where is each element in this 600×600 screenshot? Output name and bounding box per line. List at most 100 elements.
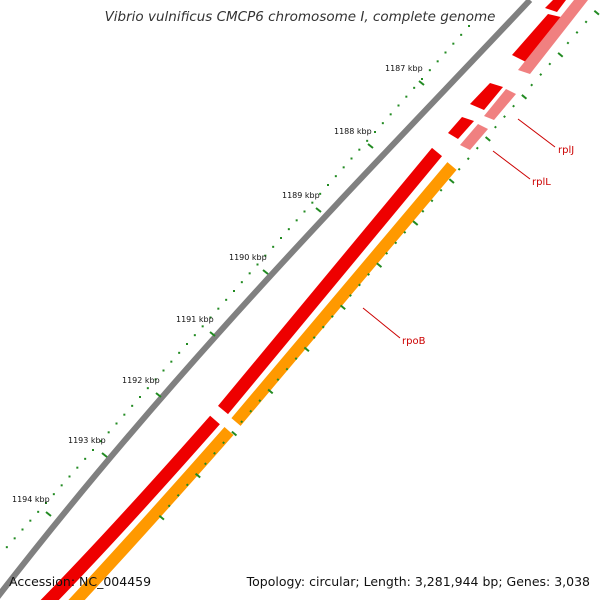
inner-tick-dot [475, 146, 479, 150]
outer-tick-dot [248, 272, 251, 275]
inner-tick-dot [339, 304, 346, 310]
outer-tick-dot [350, 157, 353, 160]
outer-tick-dot [389, 113, 392, 116]
outer-tick-dot [193, 334, 196, 337]
outer-tick-dot [99, 440, 102, 443]
tick-mark-1191 [209, 331, 216, 337]
gene-label-rpoB: rpoB [402, 336, 426, 347]
outer-tick-dot [381, 122, 384, 125]
tick-mark-1194 [45, 511, 52, 517]
tick-mark-1192 [155, 392, 162, 398]
gene-arrow-top-cds [512, 14, 565, 63]
outer-tick-dot [342, 166, 345, 169]
outer-tick-dot [146, 387, 149, 390]
cds-track-red-lower [40, 415, 220, 600]
inner-tick-dot [194, 472, 201, 479]
outer-tick-dot [327, 184, 329, 186]
tick-label-1190: 1190 kbp [229, 253, 267, 262]
inner-tick-dot [430, 199, 434, 203]
inner-tick-dot [231, 430, 238, 437]
outer-tick-dot [5, 546, 8, 549]
outer-tick-dot [303, 210, 306, 213]
inner-tick-dot [185, 483, 189, 487]
inner-tick-dot [222, 441, 225, 445]
outer-tick-dot [311, 201, 314, 204]
outer-tick-dot [21, 528, 24, 531]
tick-label-1192: 1192 kbp [122, 376, 160, 385]
inner-tick-dot [385, 251, 389, 255]
tick-label-1193: 1193 kbp [68, 436, 106, 445]
outer-tick-dot [287, 228, 290, 231]
inner-tick-dot [167, 504, 171, 508]
outer-tick-dot [92, 449, 94, 451]
map-title: Vibrio vulnificus CMCP6 chromosome I, co… [104, 9, 496, 25]
cds-track-red [217, 147, 443, 415]
outer-tick-dot [84, 457, 87, 460]
outer-tick-dot [225, 298, 228, 301]
outer-tick-dot [405, 95, 408, 98]
outer-tick-dot [264, 254, 267, 257]
inner-tick-dot [403, 230, 407, 234]
outer-tick-dot [52, 493, 55, 496]
outer-tick-dot [397, 104, 400, 107]
inner-tick-dot [539, 73, 543, 76]
outer-tick-dot [76, 466, 79, 469]
leader-line-rplJ [517, 118, 556, 148]
outer-tick-dot [272, 245, 275, 248]
outer-tick-dot [139, 396, 141, 398]
chromosome-backbone [0, 0, 533, 599]
gene-arrow-top-light [518, 0, 588, 74]
inner-tick-dot [412, 220, 419, 226]
gene-arrow-top-cds-2 [545, 0, 566, 12]
tick-dots [5, 9, 600, 549]
outer-tick-dot [162, 369, 165, 372]
outer-tick-dot [256, 263, 259, 266]
tick-label-1187: 1187 kbp [385, 64, 423, 73]
inner-tick-dot [267, 388, 274, 395]
inner-tick-dot [249, 409, 253, 413]
outer-tick-dot [178, 351, 181, 354]
outer-tick-dot [280, 237, 282, 239]
outer-tick-dot [170, 360, 173, 363]
outer-tick-dot [37, 510, 40, 513]
tick-label-1189: 1189 kbp [282, 191, 320, 200]
inner-tick-dot [158, 514, 165, 521]
inner-tick-dot [321, 325, 325, 329]
inner-tick-dot [394, 241, 398, 245]
outer-tick-dot [201, 325, 204, 328]
inner-tick-dot [530, 83, 534, 87]
accession-text: Accession: NC_004459 [9, 574, 152, 589]
leader-line-rpoB [362, 307, 401, 339]
outer-tick-dot [29, 519, 32, 522]
inner-tick-dot [512, 104, 515, 108]
outer-tick-dot [444, 51, 447, 54]
inner-tick-dot [349, 294, 352, 297]
inner-tick-dot [294, 357, 298, 361]
outer-tick-dot [374, 131, 376, 133]
topology-text: Topology: circular; Length: 3,281,944 bp… [246, 574, 590, 589]
inner-tick-dot [593, 9, 600, 16]
outer-tick-dot [123, 413, 126, 416]
outer-tick-dot [452, 42, 455, 45]
inner-tick-dot [484, 136, 491, 142]
inner-tick-dot [240, 420, 244, 424]
outer-tick-dot [358, 148, 361, 151]
inner-tick-dot [303, 346, 310, 353]
inner-tick-dot [466, 157, 470, 161]
outer-tick-dot [428, 69, 431, 72]
outer-tick-dot [13, 537, 16, 540]
outer-tick-dot [436, 60, 439, 63]
outer-tick-dot [295, 219, 298, 222]
outer-tick-dot [131, 404, 134, 407]
leader-line-rplL [492, 150, 531, 180]
outer-tick-dot [154, 378, 157, 381]
outer-tick-dot [468, 25, 470, 27]
tick-mark-1189 [315, 207, 322, 213]
inner-tick-dot [494, 125, 497, 129]
outer-tick-dot [240, 281, 243, 284]
inner-tick-dot [457, 167, 461, 171]
tick-label-1188: 1188 kbp [334, 127, 372, 136]
inner-tick-dot [330, 315, 334, 318]
inner-tick-dot [176, 493, 180, 497]
